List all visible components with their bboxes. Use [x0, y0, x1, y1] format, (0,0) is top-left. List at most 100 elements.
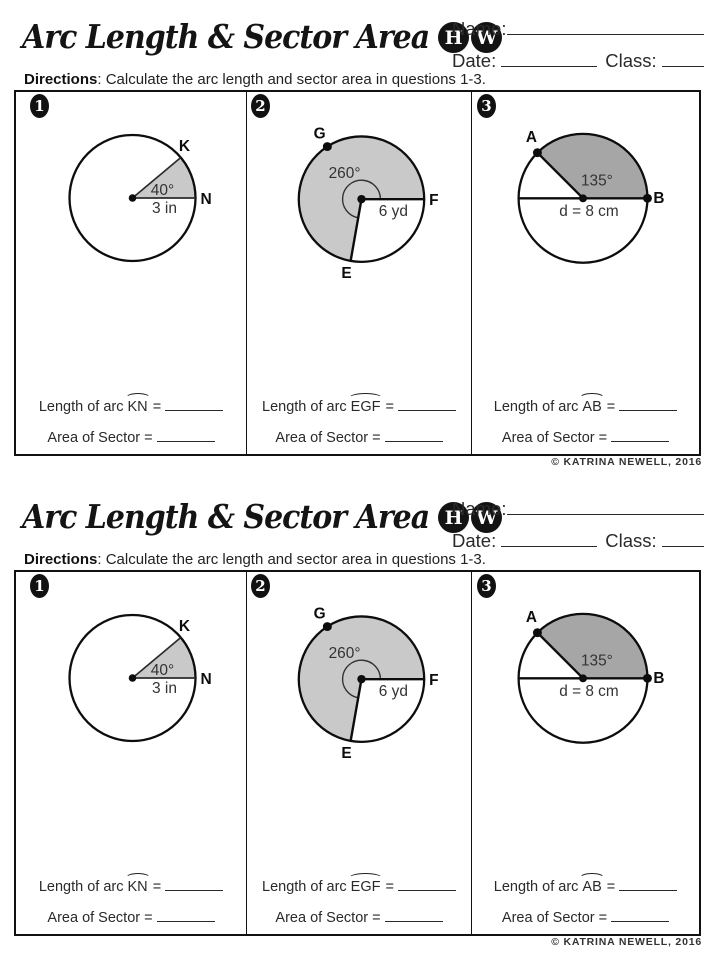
arc-length-blank-q1 [165, 877, 224, 892]
radius-label-q1: 3 in [152, 200, 177, 217]
point-label-f: F [429, 672, 438, 689]
point-label-e: E [341, 745, 351, 762]
answers-q1: Length of arc KN = Area of Sector = [16, 384, 246, 446]
point-dot-b [642, 193, 652, 203]
directions-text: Directions: Calculate the arc length and… [24, 551, 486, 568]
worksheet-title-row: Arc Length & Sector Area H W [22, 18, 503, 57]
arc-length-row-q1: Length of arc KN = [16, 873, 246, 896]
radius-to-a [536, 631, 584, 680]
radius-to-e [349, 198, 363, 262]
arc-length-row-q3: Length of arc AB = [472, 393, 699, 416]
angle-label-q1: 40° [151, 182, 174, 199]
question-cell-2: G F E 260° 6 yd Length of arc EGF = Area … [247, 572, 472, 934]
point-label-k: K [179, 618, 191, 635]
sector-area-blank-q2 [384, 908, 443, 922]
worksheet-page: Arc Length & Sector Area H W Name: Date:… [0, 480, 720, 960]
copyright-credit: © KATRINA NEWELL, 2016 [551, 936, 702, 948]
class-blank-line [661, 528, 704, 547]
arc-name-q1: KN [124, 873, 151, 896]
point-label-n: N [201, 671, 212, 688]
point-label-a: A [526, 129, 537, 146]
sector-area-row-q3: Area of Sector = [472, 428, 699, 446]
reflex-angle-arc-q2 [341, 659, 382, 699]
page-title: Arc Length & Sector Area [22, 18, 430, 57]
circle-figure-q3: A B 135° d = 8 cm [517, 129, 664, 264]
answers-q3: Length of arc AB = Area of Sector = [472, 384, 699, 446]
center-dot-q1 [128, 194, 137, 202]
arc-length-row-q2: Length of arc EGF = [247, 873, 471, 895]
question-3-number-badge: 3 [477, 94, 496, 118]
arc-length-blank-q3 [619, 877, 678, 892]
hw-badges: H W [437, 22, 503, 53]
questions-table: 1 2 3 K N 40° 3 in Length of arc KN = Are… [14, 90, 701, 456]
arc-length-blank-q3 [619, 397, 678, 412]
angle-label-q2: 260° [329, 645, 361, 662]
sector-area-row-q2: Area of Sector = [247, 908, 471, 926]
angle-label-q3: 135° [581, 172, 613, 189]
arc-name-q3: AB [579, 393, 606, 416]
circle-figure-q2: G F E 260° 6 yd [297, 125, 439, 282]
class-label: Class: [605, 529, 657, 551]
class-label: Class: [605, 49, 657, 71]
arc-name-q2: EGF [347, 393, 384, 416]
center-dot-q1 [128, 674, 137, 682]
directions-label: Directions [24, 551, 98, 568]
copyright-credit: © KATRINA NEWELL, 2016 [551, 456, 702, 468]
radius-to-k [131, 636, 182, 679]
center-dot-q3 [579, 674, 587, 683]
radius-to-e [349, 678, 363, 742]
arc-length-row-q3: Length of arc AB = [472, 873, 699, 896]
question-cell-1: K N 40° 3 in Length of arc KN = Area of S… [16, 572, 247, 934]
badge-h-icon: H [438, 22, 470, 53]
angle-label-q1: 40° [151, 662, 174, 679]
name-label: Name: [452, 17, 507, 39]
center-dot-q3 [579, 194, 587, 203]
sector-area-row-q1: Area of Sector = [16, 908, 246, 926]
badge-w-icon: W [471, 22, 503, 53]
circle-figure-q3: A B 135° d = 8 cm [517, 609, 664, 744]
arc-length-blank-q2 [397, 877, 456, 892]
sector-area-blank-q2 [384, 428, 443, 442]
page-title: Arc Length & Sector Area [22, 498, 430, 537]
date-label: Date: [452, 49, 497, 71]
point-label-b: B [653, 670, 664, 687]
circle-figure-q1: K N 40° 3 in [68, 133, 212, 263]
question-1-number-badge: 1 [30, 94, 49, 118]
point-label-f: F [429, 192, 438, 209]
center-dot-q2 [357, 674, 366, 684]
point-label-a: A [526, 609, 537, 626]
question-3-number-badge: 3 [477, 574, 496, 598]
name-label: Name: [452, 497, 507, 519]
arc-name-q3: AB [579, 873, 606, 896]
student-info-block: Name: Date: Class: [452, 496, 704, 558]
point-dot-a [532, 628, 542, 638]
sector-area-row-q1: Area of Sector = [16, 428, 246, 446]
point-label-b: B [653, 190, 664, 207]
point-label-g: G [314, 125, 326, 142]
question-cell-1: K N 40° 3 in Length of arc KN = Area of S… [16, 92, 247, 454]
radius-label-q3: d = 8 cm [559, 203, 618, 220]
worksheet-title-row: Arc Length & Sector Area H W [22, 498, 503, 537]
name-blank-line [506, 496, 704, 515]
sector-area-blank-q3 [611, 908, 670, 922]
answers-q2: Length of arc EGF = Area of Sector = [247, 864, 471, 926]
student-info-block: Name: Date: Class: [452, 16, 704, 78]
sector-area-blank-q1 [156, 428, 215, 442]
date-label: Date: [452, 529, 497, 551]
answers-q2: Length of arc EGF = Area of Sector = [247, 384, 471, 446]
arc-length-row-q1: Length of arc KN = [16, 393, 246, 415]
name-blank-line [506, 16, 704, 35]
point-dot-g [322, 142, 332, 152]
answers-q1: Length of arc KN = Area of Sector = [16, 864, 246, 926]
circle-figure-q2: G F E 260° 6 yd [297, 605, 439, 762]
directions-text: Directions: Calculate the arc length and… [24, 71, 486, 88]
radius-label-q1: 3 in [152, 680, 177, 697]
shaded-sector-q1 [132, 637, 196, 678]
radius-to-a [536, 151, 584, 200]
hw-badges: H W [437, 502, 503, 533]
radius-label-q2: 6 yd [379, 203, 408, 220]
shaded-sector-q1 [132, 157, 196, 198]
question-cell-3: A B 135° d = 8 cm Length of arc AB = Area… [472, 572, 699, 934]
sector-area-blank-q1 [156, 908, 215, 922]
sector-area-row-q2: Area of Sector = [247, 428, 471, 446]
